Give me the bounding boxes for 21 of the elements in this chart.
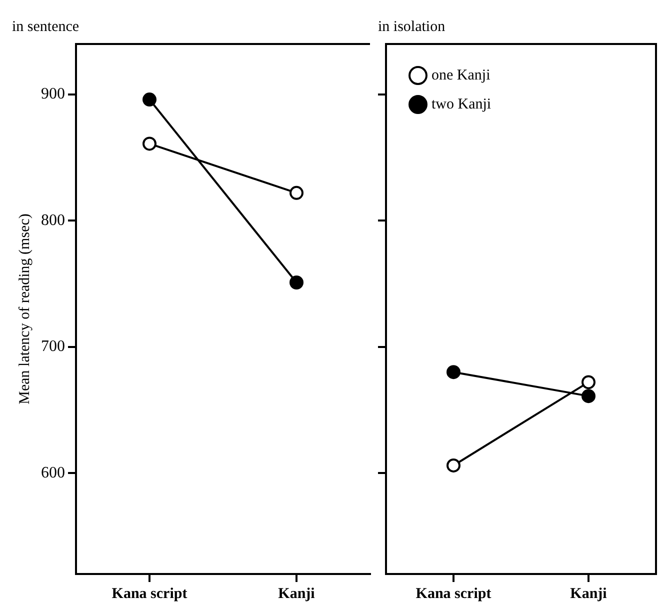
- point: [142, 92, 156, 107]
- point: [446, 458, 460, 472]
- legend-label: two Kanji: [432, 96, 492, 112]
- x-tick-label: Kana script: [416, 586, 492, 602]
- point: [290, 186, 304, 200]
- y-tick-label: 600: [41, 464, 65, 482]
- point: [446, 365, 460, 380]
- point: [142, 136, 156, 151]
- y-tick-label: 900: [41, 86, 65, 103]
- point: [582, 375, 596, 390]
- chart-title: in sentence: [12, 18, 80, 35]
- legend-label: one Kanji: [432, 67, 490, 84]
- chart-title: in isolation: [378, 18, 446, 35]
- y-tick-label: 700: [41, 338, 65, 356]
- point: [290, 276, 304, 290]
- y-tick-label: 800: [41, 212, 65, 229]
- x-tick-label: Kanji: [570, 586, 607, 602]
- point: [582, 389, 596, 404]
- x-tick-label: Kana script: [112, 586, 188, 602]
- y-axis-title: Mean latency of reading (msec): [16, 214, 33, 404]
- x-tick-label: Kanji: [278, 586, 315, 602]
